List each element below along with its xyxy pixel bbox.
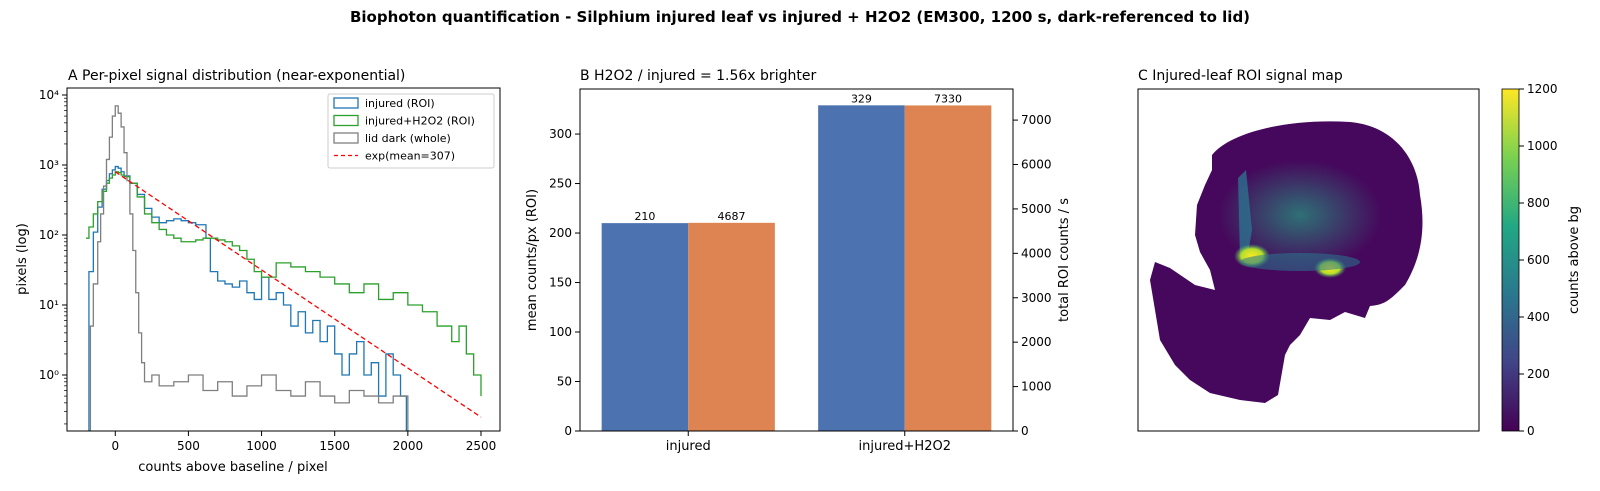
x-tick-label: 2500 [466, 439, 497, 453]
panel-a-ticks: 0 500 1000 1500 2000 2500 10⁰ 10¹ 10² 10³ 10⁴ [39, 88, 496, 453]
legend-label: injured (ROI) [365, 97, 435, 110]
panel-c-heatmap [1150, 121, 1423, 404]
legend-label: lid dark (whole) [365, 132, 451, 145]
colorbar-tick-label: 0 [1527, 424, 1535, 438]
panel-b-ylabel-right: total ROI counts / s [1057, 198, 1072, 322]
panel-a-ylabel: pixels (log) [15, 223, 30, 295]
bar-value-label: 329 [851, 92, 872, 105]
y-tick-label: 10⁴ [39, 88, 59, 102]
colorbar-tick-label: 200 [1527, 367, 1550, 381]
right-tick-label: 0 [1021, 424, 1029, 438]
right-tick-label: 2000 [1021, 335, 1052, 349]
left-tick-label: 100 [549, 325, 572, 339]
left-tick-label: 150 [549, 276, 572, 290]
panel-b-ylabel-left: mean counts/px (ROI) [525, 189, 540, 331]
legend-swatch [333, 114, 359, 127]
x-tick-label: 500 [177, 439, 200, 453]
right-tick-label: 1000 [1021, 380, 1052, 394]
category-label: injured [666, 439, 711, 454]
legend-label: exp(mean=307) [365, 150, 455, 163]
colorbar-tick-label: 1200 [1527, 82, 1558, 96]
right-tick-label: 5000 [1021, 202, 1052, 216]
y-tick-label: 10² [39, 228, 59, 242]
legend-box [327, 93, 495, 169]
series-exp-mean-307 [114, 171, 482, 418]
left-tick-label: 300 [549, 127, 572, 141]
colorbar-ticks: 0 200 400 600 800 1000 1200 [1519, 82, 1558, 438]
bar-injured-h2o2-right [904, 105, 992, 431]
panel-c-frame [1137, 88, 1480, 432]
colorbar [1502, 89, 1519, 431]
panel-c: C Injured-leaf ROI signal map 0 200 400 600… [1137, 68, 1582, 438]
legend-swatch [333, 132, 359, 144]
roi-edge-band [1238, 170, 1252, 260]
y-tick-label: 10⁰ [39, 368, 59, 382]
panel-a-legend: injured (ROI) injured+H2O2 (ROI) lid dark … [327, 93, 495, 169]
panel-b: B H2O2 / injured = 1.56x brighter 0 50 100… [525, 68, 1072, 454]
bar-value-label: 4687 [718, 210, 746, 223]
left-tick-label: 50 [557, 375, 572, 389]
panel-a: A Per-pixel signal distribution (near-ex… [15, 68, 501, 475]
panel-a-xlabel: counts above baseline / pixel [138, 460, 327, 475]
right-tick-label: 6000 [1021, 158, 1052, 172]
left-tick-label: 250 [549, 177, 572, 191]
series-lid-dark-whole [89, 105, 409, 431]
x-tick-label: 1000 [246, 439, 277, 453]
colorbar-tick-label: 600 [1527, 253, 1550, 267]
panel-a-frame [66, 87, 501, 432]
bar-injured-right [688, 222, 775, 431]
panel-c-title: C Injured-leaf ROI signal map [1138, 68, 1343, 84]
panel-a-title: A Per-pixel signal distribution (near-ex… [68, 68, 405, 84]
panel-b-title: B H2O2 / injured = 1.56x brighter [580, 68, 816, 84]
right-tick-label: 7000 [1021, 113, 1052, 127]
y-tick-label: 10¹ [39, 298, 59, 312]
colorbar-tick-label: 800 [1527, 196, 1550, 210]
roi-band [1240, 253, 1360, 271]
x-tick-label: 2000 [393, 439, 424, 453]
colorbar-tick-label: 1000 [1527, 139, 1558, 153]
colorbar-label: counts above bg [1567, 206, 1582, 314]
category-label: injured+H2O2 [859, 439, 951, 454]
left-tick-label: 0 [564, 424, 572, 438]
right-tick-label: 3000 [1021, 291, 1052, 305]
legend-swatch [333, 97, 359, 109]
bar-value-label: 210 [634, 210, 655, 223]
right-tick-label: 4000 [1021, 246, 1052, 260]
bar-value-label: 7330 [934, 92, 962, 105]
bar-injured-left [601, 223, 689, 431]
figure-title: Biophoton quantification - Silphium inju… [350, 8, 1250, 26]
panel-b-bars: 210 4687 329 7330 [601, 92, 992, 431]
y-tick-label: 10³ [39, 158, 59, 172]
legend-label: injured+H2O2 (ROI) [365, 115, 475, 128]
bar-injured-h2o2-left [818, 105, 905, 431]
panel-a-plot-area [86, 105, 482, 431]
series-injured-roi [88, 165, 408, 431]
panel-b-ticks: 0501001502002503000100020003000400050006… [549, 113, 1051, 454]
colorbar-tick-label: 400 [1527, 310, 1550, 324]
panel-b-frame [579, 88, 1014, 432]
x-tick-label: 1500 [319, 439, 350, 453]
roi-mid-signal [1218, 160, 1382, 270]
left-tick-label: 200 [549, 226, 572, 240]
x-tick-label: 0 [111, 439, 119, 453]
